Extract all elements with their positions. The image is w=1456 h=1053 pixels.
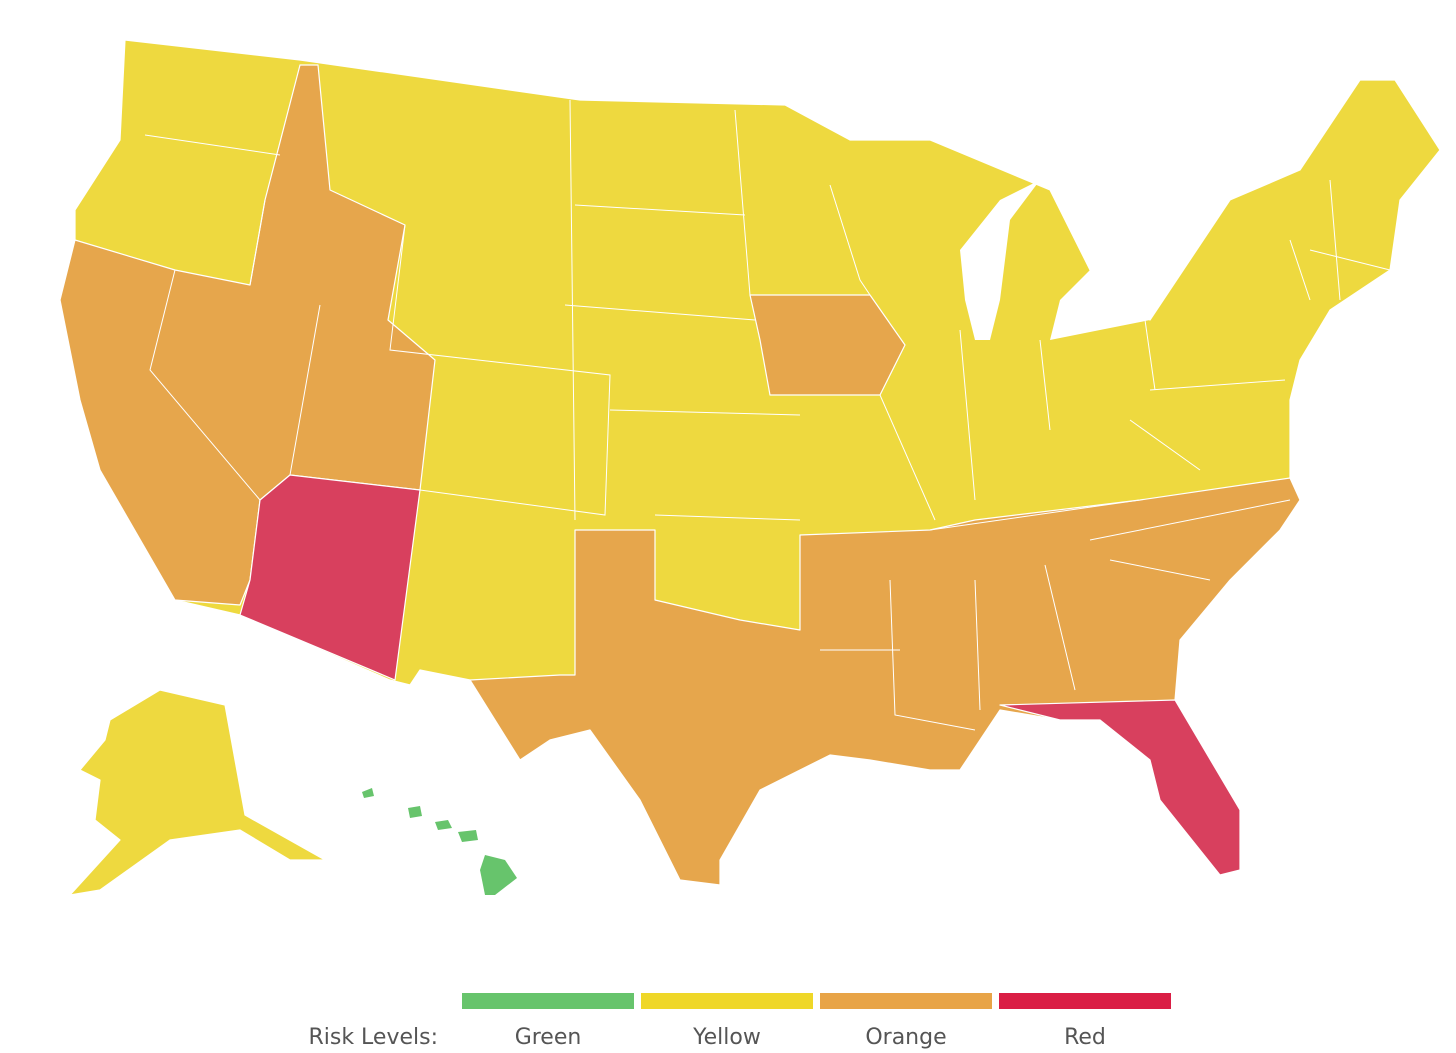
legend-swatch bbox=[820, 993, 992, 1009]
state-region bbox=[999, 699, 1241, 876]
legend-swatch bbox=[641, 993, 813, 1009]
island bbox=[362, 788, 374, 798]
hawaii bbox=[362, 788, 517, 895]
legend-label: Yellow bbox=[692, 1025, 761, 1050]
us-map bbox=[59, 39, 1441, 886]
legend-title: Risk Levels: bbox=[308, 1025, 438, 1050]
island bbox=[480, 855, 517, 895]
legend-label: Red bbox=[1064, 1025, 1106, 1050]
island bbox=[435, 820, 452, 830]
state-border bbox=[144, 99, 1391, 731]
legend-swatch bbox=[999, 993, 1171, 1009]
legend-label: Green bbox=[515, 1025, 582, 1050]
lake bbox=[1050, 270, 1150, 340]
state-region bbox=[469, 477, 1301, 886]
legend-swatch bbox=[462, 993, 634, 1009]
lake bbox=[960, 180, 1040, 340]
island bbox=[408, 806, 422, 818]
alaska bbox=[69, 689, 326, 896]
legend: Risk Levels: Green Yellow Orange Red bbox=[308, 993, 1171, 1050]
state-region bbox=[59, 64, 436, 606]
state-region bbox=[239, 474, 421, 681]
legend-label: Orange bbox=[865, 1025, 946, 1050]
island bbox=[458, 830, 478, 842]
